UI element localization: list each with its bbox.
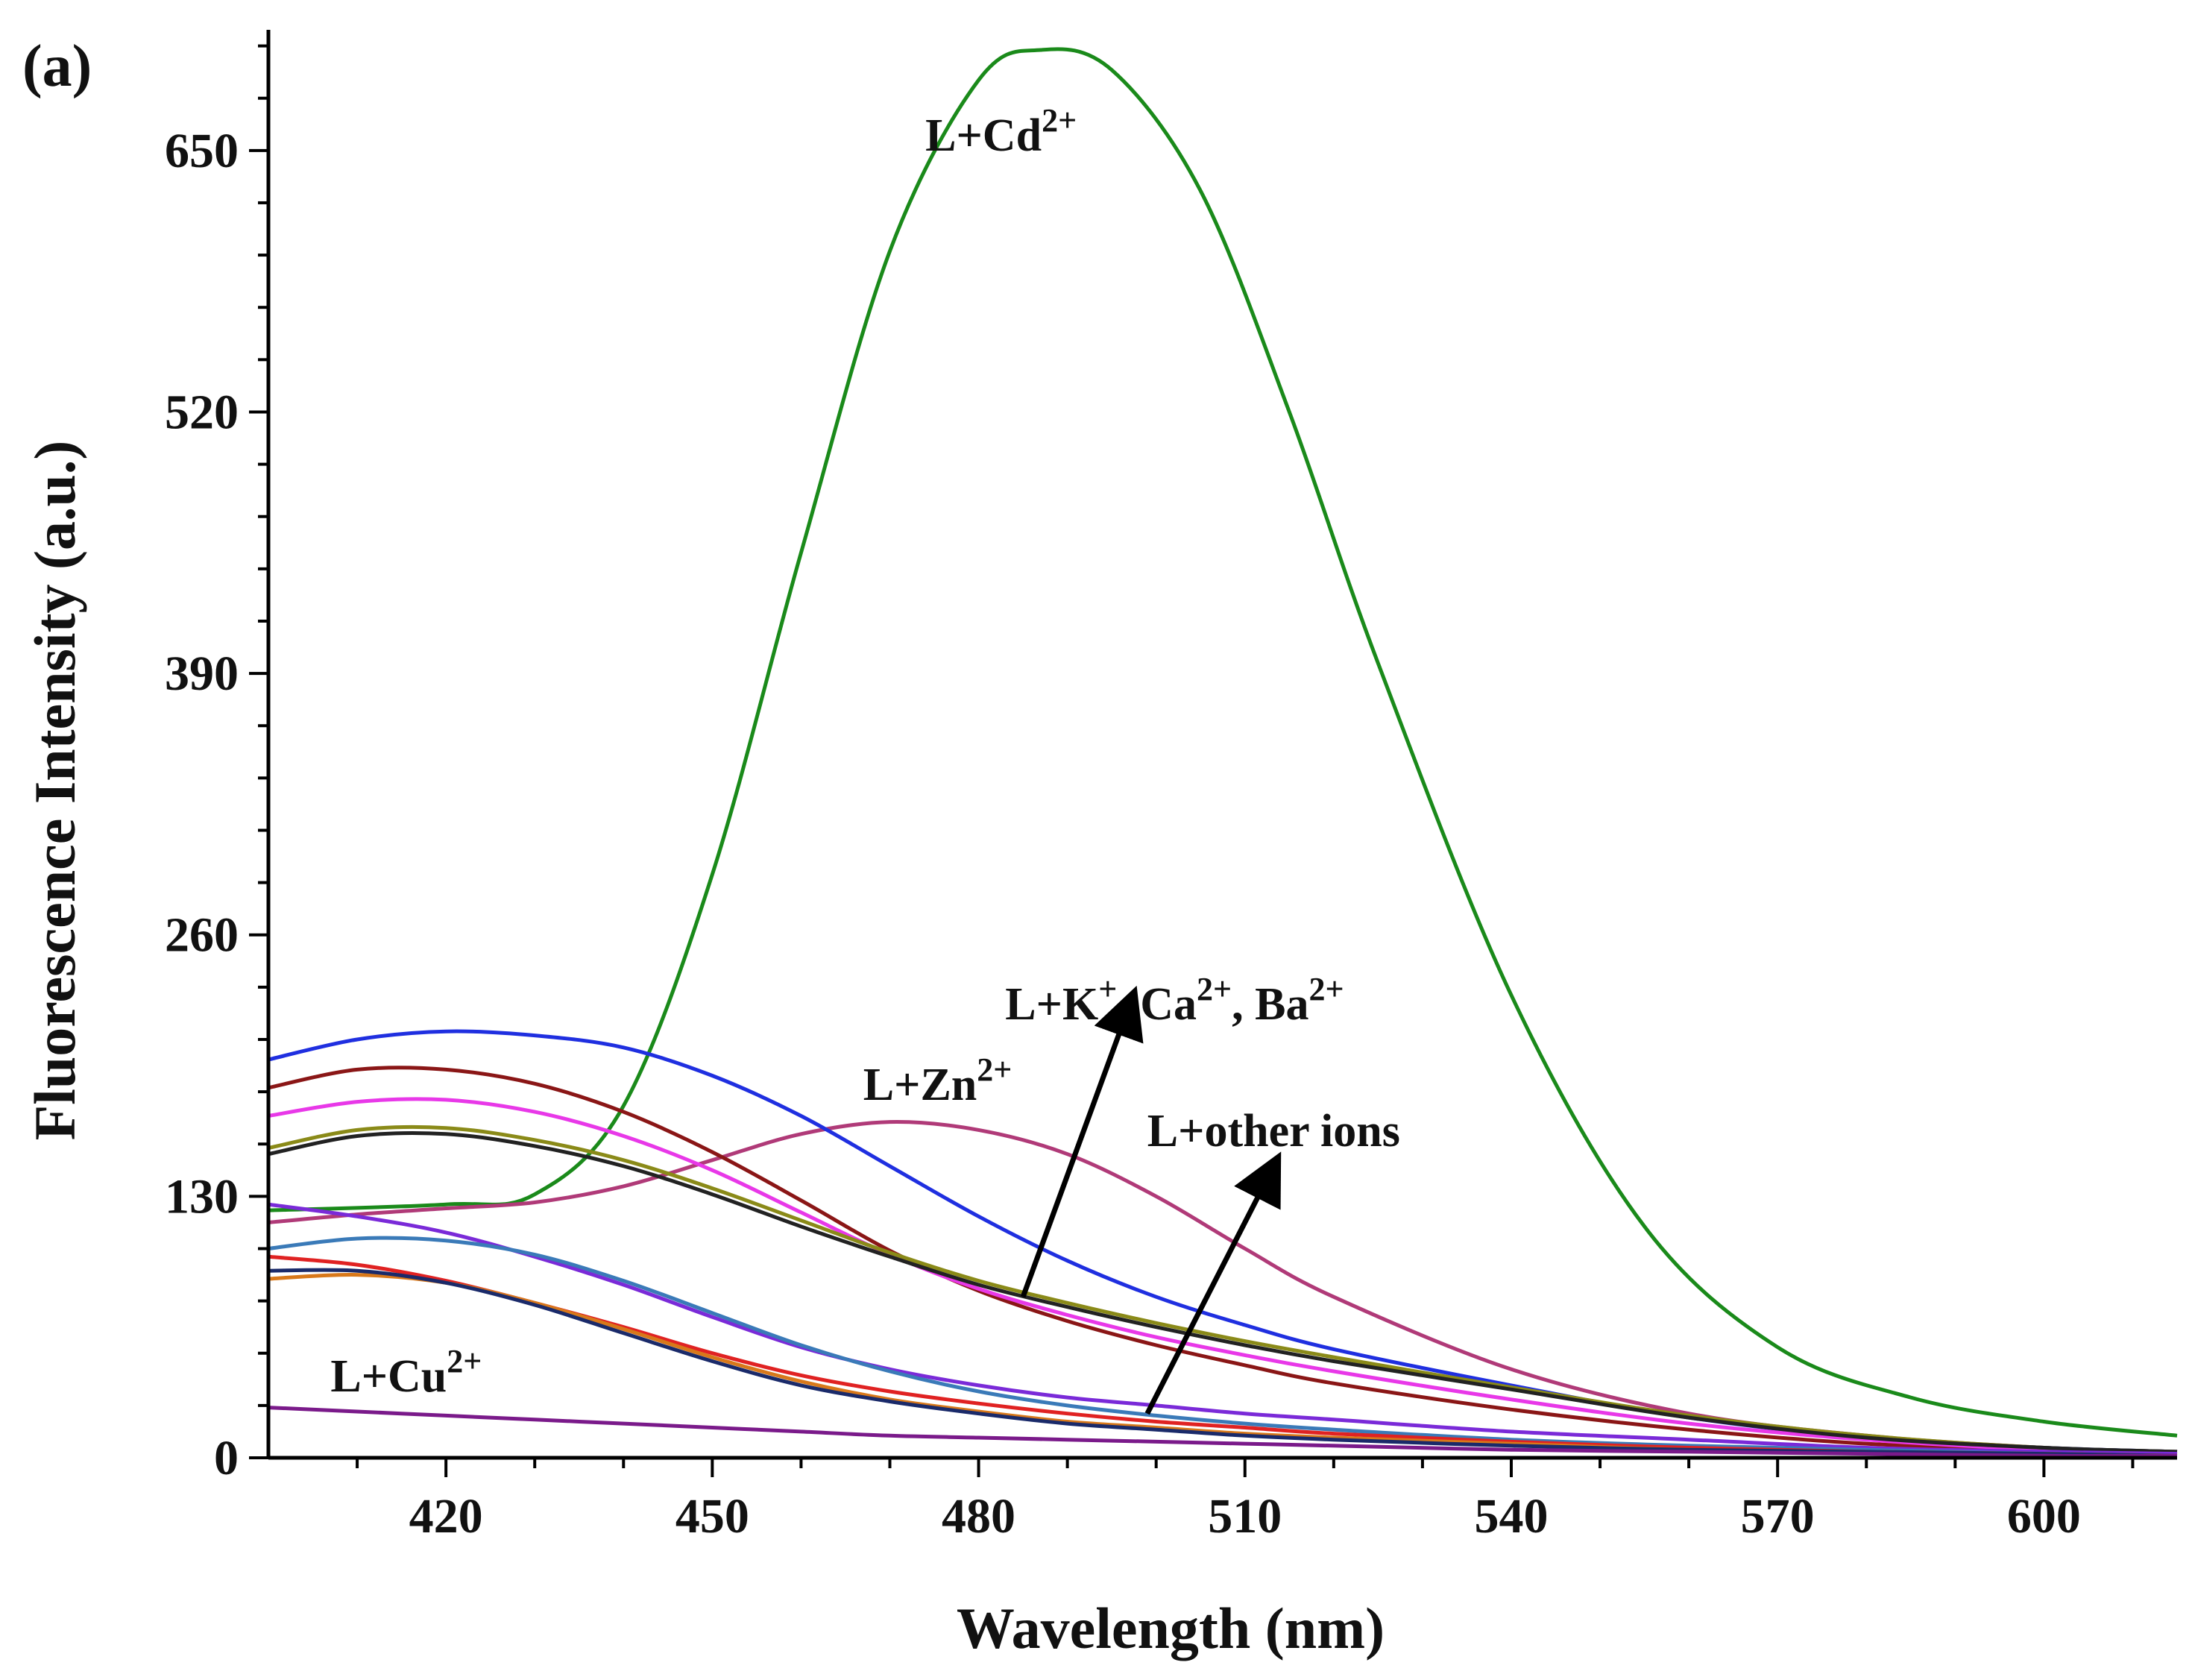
series-line-10	[268, 1273, 2178, 1458]
x-tick-label: 540	[1474, 1489, 1548, 1544]
series-line-4	[268, 1097, 2178, 1456]
x-tick-label: 600	[2007, 1489, 2081, 1544]
series-line-3	[268, 1066, 2178, 1456]
trend-arrow-0	[1020, 985, 1144, 1298]
panel-label: (a)	[22, 34, 92, 99]
series-line-0	[268, 47, 2178, 1438]
axes: 420 450 480 510 540 570 600 0 130 260 390 520 650	[165, 30, 2177, 1544]
x-tick-label: 510	[1208, 1489, 1282, 1544]
x-tick-label: 420	[409, 1489, 483, 1544]
y-tick-label: 130	[165, 1169, 239, 1224]
y-tick-label: 390	[165, 646, 239, 701]
series-line-7	[268, 1202, 2178, 1456]
series-line-2	[268, 1029, 2178, 1454]
series-line-8	[268, 1236, 2178, 1458]
annotations: L+Cd2+ L+K+, Ca2+, Ba2+ L+Zn2+ L+other ions…	[330, 102, 1400, 1415]
series-line-1	[268, 1119, 2178, 1454]
x-tick-label: 450	[675, 1489, 749, 1544]
y-tick-label: 520	[165, 385, 239, 439]
x-axis-title: Wavelength (nm)	[957, 1596, 1385, 1661]
series-line-6	[268, 1130, 2178, 1454]
series-line-12	[268, 1406, 2178, 1459]
trend-arrow-1	[1144, 1151, 1282, 1415]
annotation-k-ca-ba: L+K+, Ca2+, Ba2+	[1005, 971, 1344, 1030]
series-line-5	[268, 1124, 2178, 1454]
series-line-11	[268, 1268, 2178, 1458]
y-tick-label: 0	[214, 1431, 239, 1485]
y-axis-title: Fluorescence Intensity (a.u.)	[22, 441, 87, 1141]
series-layer	[268, 47, 2178, 1459]
annotation-cd: L+Cd2+	[925, 102, 1077, 161]
y-tick-label: 260	[165, 908, 239, 963]
x-tick-label: 480	[942, 1489, 1015, 1544]
series-line-9	[268, 1254, 2178, 1458]
annotation-other: L+other ions	[1147, 1106, 1400, 1157]
x-tick-label: 570	[1741, 1489, 1815, 1544]
y-tick-label: 650	[165, 124, 239, 178]
annotation-cu: L+Cu2+	[330, 1343, 482, 1402]
annotation-zn: L+Zn2+	[863, 1051, 1012, 1110]
